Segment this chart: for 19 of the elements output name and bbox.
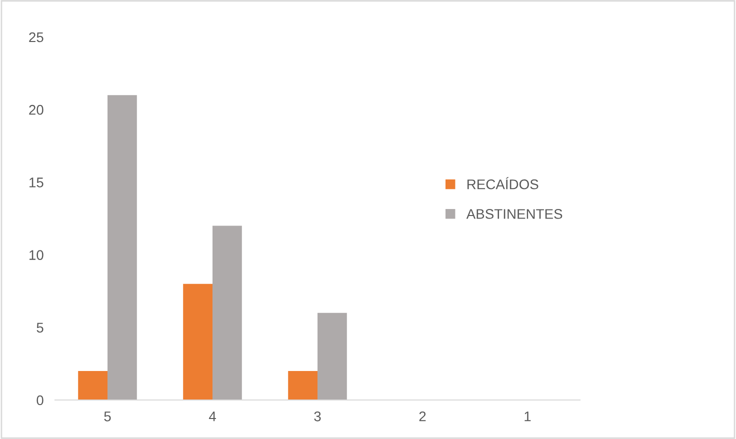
legend-label: ABSTINENTES — [466, 209, 562, 219]
y-tick-label: 20 — [29, 104, 44, 115]
legend-label: RECAÍDOS — [467, 177, 538, 190]
bar — [212, 226, 242, 400]
y-tick-label: 15 — [30, 178, 44, 188]
bar — [288, 370, 318, 400]
y-tick-label: 0 — [36, 395, 44, 406]
y-tick-label: 10 — [30, 250, 44, 260]
bar — [78, 370, 108, 400]
y-tick-label: 25 — [29, 32, 44, 42]
x-tick-label: 1 — [524, 412, 531, 422]
bar — [318, 312, 347, 400]
x-tick-label: 5 — [104, 412, 111, 422]
x-tick-label: 3 — [314, 411, 321, 422]
x-tick-label: 2 — [419, 411, 426, 422]
bar — [108, 95, 137, 400]
bar — [183, 284, 212, 400]
x-tick-label: 4 — [208, 412, 216, 422]
y-tick-label: 5 — [36, 322, 44, 333]
